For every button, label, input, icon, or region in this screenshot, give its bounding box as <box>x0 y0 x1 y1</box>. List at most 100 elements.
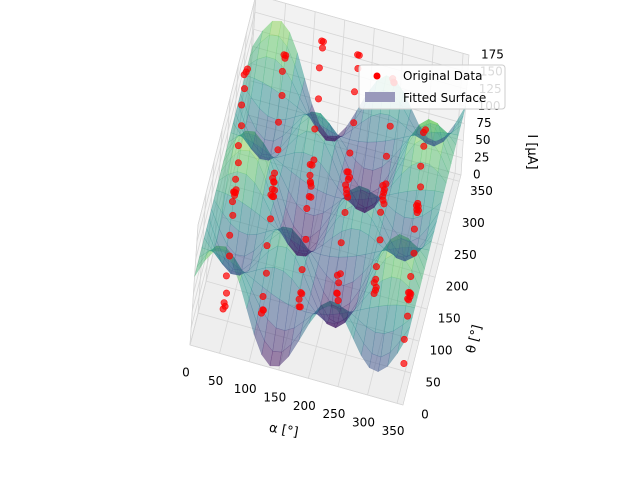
data-point <box>274 118 282 126</box>
x-tick-label: 150 <box>263 391 286 405</box>
data-point <box>226 231 234 239</box>
data-point <box>386 122 394 130</box>
x-tick-label: 250 <box>322 407 345 421</box>
y-axis-label: θ [°] <box>464 323 486 355</box>
data-point <box>306 178 314 186</box>
z-axis-label: I [μA] <box>524 134 539 169</box>
data-point <box>380 189 388 197</box>
data-point <box>380 200 388 208</box>
data-point <box>350 88 358 96</box>
y-tick-label: 150 <box>438 312 461 326</box>
z-tick-label: 175 <box>481 48 504 62</box>
z-tick-label: 75 <box>476 116 491 130</box>
y-tick-label: 100 <box>430 344 453 358</box>
data-point <box>372 275 380 283</box>
z-tick-label: 25 <box>474 150 489 164</box>
data-point <box>337 239 345 247</box>
data-point <box>270 178 278 186</box>
data-point <box>311 125 319 133</box>
data-point <box>298 266 306 274</box>
data-point <box>302 235 310 243</box>
gridline <box>272 0 470 56</box>
data-point <box>400 335 408 343</box>
y-tick-label: 300 <box>462 216 485 230</box>
data-point <box>406 289 414 297</box>
data-point <box>314 95 322 103</box>
data-point <box>412 202 420 210</box>
data-point <box>219 305 227 313</box>
data-point <box>404 312 412 320</box>
data-point <box>266 215 274 223</box>
data-point <box>376 236 384 244</box>
data-point <box>278 67 286 75</box>
gridline <box>195 29 255 260</box>
legend: Original Data Fitted Surface <box>358 64 506 110</box>
data-point <box>240 71 248 79</box>
gridline <box>197 0 256 226</box>
data-point <box>372 263 380 271</box>
data-point <box>267 191 275 199</box>
tick-labels: 0501001502002503003500501001502002503003… <box>182 48 504 438</box>
data-point <box>278 92 286 100</box>
data-point <box>229 211 237 219</box>
gridline <box>189 224 199 346</box>
legend-label-original-data: Original Data <box>403 69 482 83</box>
data-point <box>238 101 246 109</box>
data-point <box>263 242 271 250</box>
y-tick-label: 0 <box>421 408 429 422</box>
y-tick-label: 250 <box>454 248 477 262</box>
original-data-points <box>219 37 429 367</box>
gridline <box>336 19 346 141</box>
data-point <box>382 152 390 160</box>
data-point <box>354 51 362 59</box>
data-point <box>232 175 240 183</box>
data-point <box>341 209 349 217</box>
data-point <box>346 149 354 157</box>
data-point <box>404 295 412 303</box>
data-point <box>333 289 341 297</box>
data-point <box>238 122 246 130</box>
legend-frame <box>358 64 506 110</box>
data-point <box>334 296 342 304</box>
data-point <box>420 142 428 150</box>
data-point <box>274 146 282 154</box>
data-point <box>305 193 313 201</box>
data-point <box>419 129 427 137</box>
data-point <box>306 171 314 179</box>
data-point <box>229 198 237 206</box>
data-point <box>306 161 314 169</box>
data-point <box>417 183 425 191</box>
y-tick-label: 200 <box>446 280 469 294</box>
x-tick-label: 200 <box>293 399 316 413</box>
y-tick-label: 50 <box>425 376 440 390</box>
data-point <box>344 193 352 201</box>
legend-label-fitted-surface: Fitted Surface <box>403 91 486 105</box>
data-point <box>371 286 379 294</box>
data-point <box>333 271 341 279</box>
data-point <box>234 142 242 150</box>
data-point <box>226 252 234 260</box>
data-point <box>377 208 385 216</box>
gridline <box>254 11 468 73</box>
gridline <box>189 344 404 406</box>
surface-facet <box>250 30 263 57</box>
data-point <box>281 54 289 62</box>
x-tick-label: 50 <box>208 374 223 388</box>
data-point <box>259 306 267 314</box>
data-point <box>413 209 421 217</box>
data-point <box>318 44 326 52</box>
data-point <box>262 269 270 277</box>
fitted-surface <box>194 20 466 372</box>
data-point <box>410 249 418 257</box>
data-point <box>335 279 343 287</box>
data-point <box>297 289 305 297</box>
data-point <box>407 272 415 280</box>
legend-marker-fitted-surface <box>365 92 395 102</box>
legend-marker-original-data <box>373 72 381 80</box>
data-point <box>296 303 304 311</box>
data-point <box>318 37 326 45</box>
data-point <box>344 175 352 183</box>
data-point <box>222 272 230 280</box>
data-point <box>315 64 323 72</box>
